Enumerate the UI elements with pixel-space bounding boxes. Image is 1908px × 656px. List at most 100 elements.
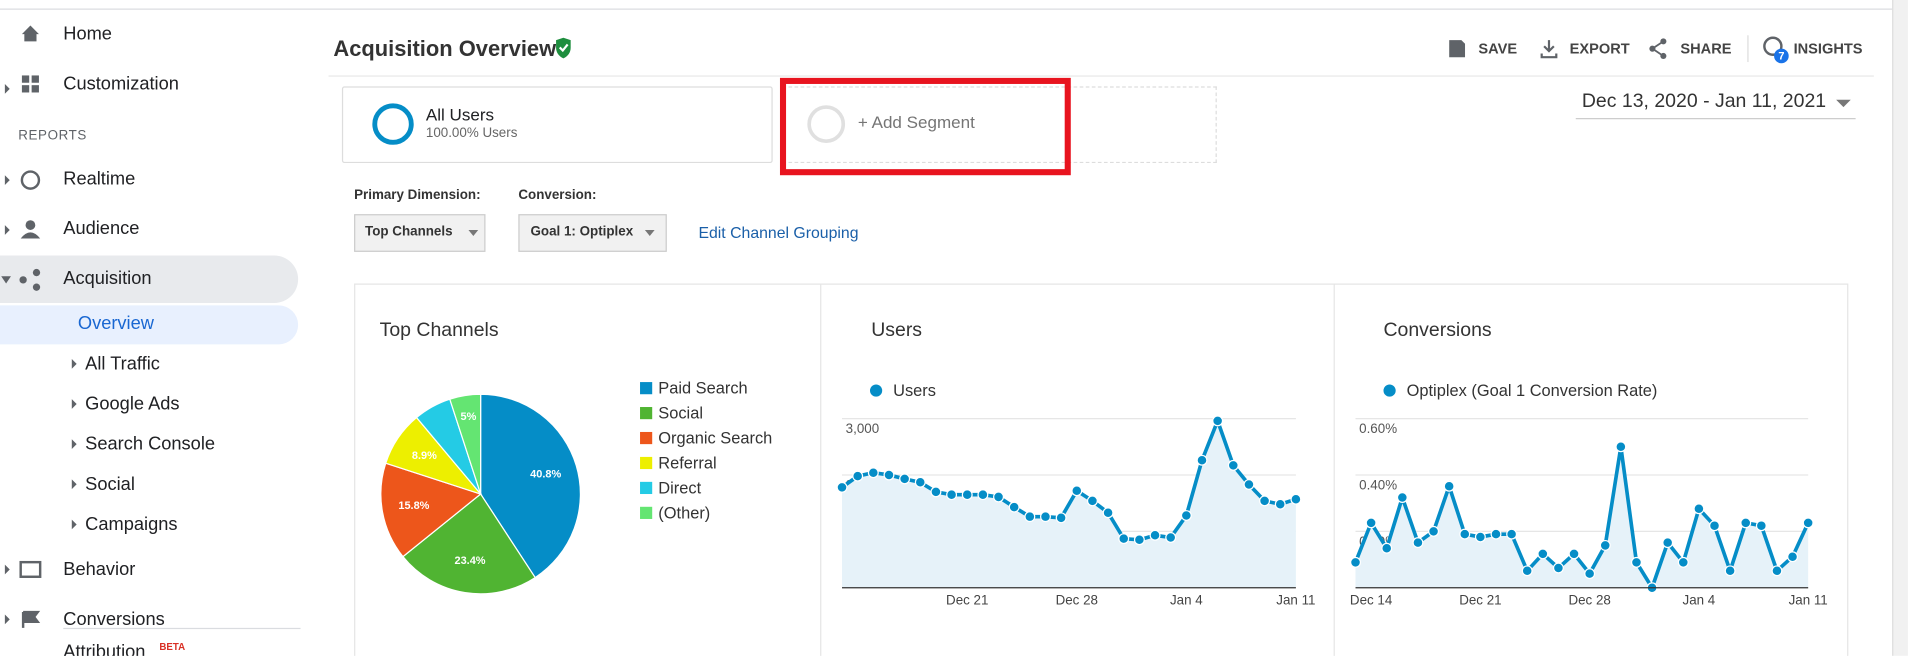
slice-label: 23.4% <box>455 555 486 567</box>
data-point <box>1630 556 1642 568</box>
data-point <box>1802 517 1814 529</box>
dropdown[interactable] <box>354 214 486 252</box>
dropdown-value: Top Channels <box>365 224 453 240</box>
data-point <box>1521 565 1533 577</box>
data-point <box>883 469 895 481</box>
nav-item[interactable]: Conversions <box>63 609 165 630</box>
pie-slice <box>402 493 536 595</box>
legend-label: Optiplex (Goal 1 Conversion Rate) <box>1407 382 1658 400</box>
legend-swatch <box>640 407 653 420</box>
legend-label: (Other) <box>658 504 710 522</box>
data-point <box>1724 565 1736 577</box>
legend-swatch <box>640 481 653 495</box>
acquisition-icon <box>19 276 27 284</box>
nav-item[interactable]: Attribution <box>63 641 146 656</box>
x-tick-label: Jan 4 <box>1683 593 1716 608</box>
behavior-icon <box>19 560 42 578</box>
data-point <box>1055 512 1067 524</box>
data-point <box>1133 534 1145 546</box>
y-tick-label: 0.60% <box>1359 421 1397 436</box>
y-tick-label: 0.40% <box>1359 477 1397 492</box>
data-point <box>1180 510 1192 522</box>
legend-label: Direct <box>658 479 701 497</box>
data-point <box>1212 415 1224 427</box>
data-point <box>1787 551 1799 563</box>
legend-swatch <box>640 382 653 395</box>
child-arrows <box>71 358 77 530</box>
insights-badge-bg <box>1774 48 1789 64</box>
nav-subitem[interactable]: All Traffic <box>85 353 160 375</box>
legend-label: Organic Search <box>658 430 772 448</box>
home-icon <box>21 25 39 42</box>
data-point <box>1443 480 1455 492</box>
data-point <box>1771 565 1783 577</box>
x-tick-label: Dec 14 <box>1350 593 1393 608</box>
segment-circle-empty <box>807 105 846 143</box>
legend-label: Users <box>893 382 936 400</box>
data-point <box>1259 495 1271 507</box>
data-point <box>852 470 864 482</box>
data-point <box>1165 532 1177 544</box>
nav-item[interactable]: Acquisition <box>63 268 152 289</box>
data-point <box>1024 511 1036 523</box>
data-point <box>1490 528 1502 540</box>
nav-subitem[interactable]: Social <box>85 473 135 495</box>
highlight-box <box>779 77 1071 176</box>
data-point <box>961 489 973 501</box>
pie-slice <box>449 393 482 495</box>
segment-card[interactable] <box>341 86 773 164</box>
active-section-bg <box>0 255 299 303</box>
data-point <box>1290 493 1302 505</box>
dropdown[interactable] <box>518 214 667 252</box>
data-point <box>946 489 958 501</box>
date-range[interactable]: Dec 13, 2020 - Jan 11, 2021 <box>1581 91 1827 112</box>
export-icon <box>1540 40 1558 59</box>
scrollbar[interactable] <box>1892 0 1908 656</box>
page-title: Acquisition Overview <box>333 36 557 61</box>
nav-subitem[interactable]: Overview <box>77 313 154 335</box>
nav-subitem[interactable]: Search Console <box>85 433 216 455</box>
data-point <box>1459 528 1471 540</box>
dropdown-value: Goal 1: Optiplex <box>530 224 634 240</box>
x-tick-label: Jan 11 <box>1789 593 1828 608</box>
nav-item[interactable]: Behavior <box>63 559 136 580</box>
data-point <box>899 473 911 485</box>
data-point <box>1615 441 1627 453</box>
panel-title: Conversions <box>1384 319 1492 341</box>
data-point <box>1274 498 1286 510</box>
date-underline <box>1575 118 1856 120</box>
legend-label: Social <box>658 405 703 423</box>
action-save[interactable]: SAVE <box>1478 40 1518 58</box>
action-share[interactable]: SHARE <box>1680 40 1732 58</box>
data-point <box>1412 537 1424 549</box>
nav-subitem[interactable]: Campaigns <box>85 514 178 535</box>
header-divider <box>328 75 1874 77</box>
area-fill <box>1355 446 1809 588</box>
nav-item[interactable]: Home <box>63 23 112 45</box>
panel-divider <box>1333 283 1335 656</box>
data-point <box>993 491 1005 503</box>
nav-item[interactable]: Customization <box>63 73 179 95</box>
data-point <box>1709 520 1720 532</box>
action-export[interactable]: EXPORT <box>1569 40 1630 58</box>
data-point <box>930 486 942 498</box>
edit-link[interactable]: Edit Channel Grouping <box>698 223 859 242</box>
nav-item[interactable]: Audience <box>63 218 140 240</box>
slice-label: 15.8% <box>398 500 429 512</box>
segment-name: All Users <box>425 104 495 125</box>
nav-subitem[interactable]: Google Ads <box>85 393 180 415</box>
nav-item[interactable]: Realtime <box>63 168 136 190</box>
add-segment[interactable]: + Add Segment <box>857 111 975 132</box>
active-item-bg <box>0 305 299 345</box>
action-insights[interactable]: INSIGHTS <box>1793 40 1863 58</box>
legend-swatch <box>640 456 653 470</box>
top-border <box>0 8 1894 10</box>
legend-dot <box>1383 384 1396 397</box>
x-tick-label: Jan 4 <box>1170 593 1203 608</box>
beta-badge: BETA <box>159 641 186 653</box>
data-point <box>914 476 926 488</box>
data-point <box>1662 537 1674 549</box>
audience-icon <box>25 220 36 230</box>
